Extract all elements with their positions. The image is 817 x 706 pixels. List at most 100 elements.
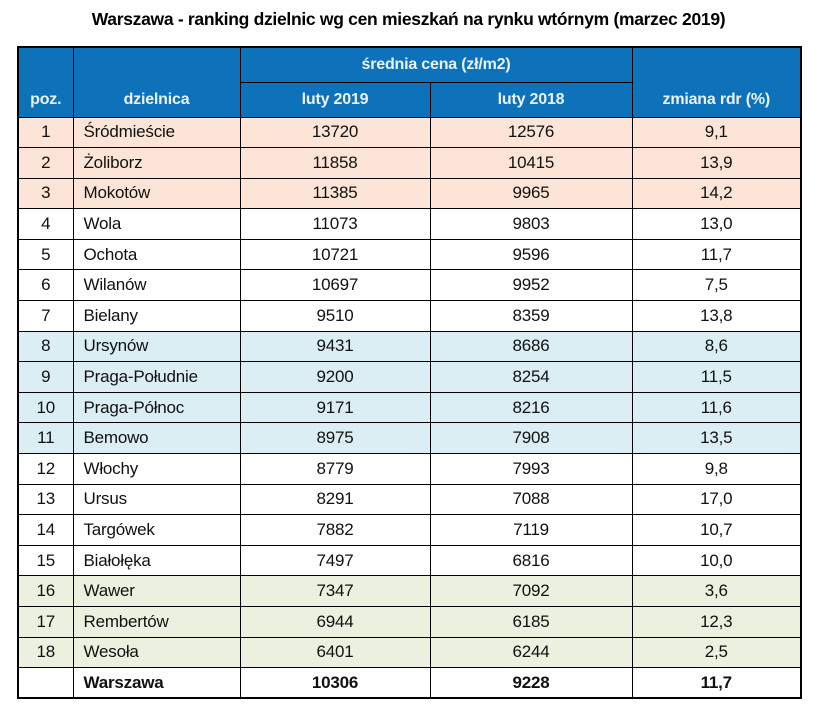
rank-cell: 16 [17,575,74,607]
change-cell: 7,5 [631,269,802,302]
district-cell: Praga-Północ [72,391,241,424]
table-row: 5 Ochota 10721 9596 11,7 [17,238,802,271]
header-price-group: średnia cena (zł/m2) [239,46,633,83]
price-2018-cell: 7908 [429,422,633,455]
rank-cell: 13 [17,483,74,516]
header-change: zmiana rdr (%) [631,46,802,118]
rank-cell: 2 [17,147,74,179]
price-2019-cell: 11385 [239,177,431,210]
change-cell: 17,0 [631,483,802,516]
price-2019-cell: 8291 [239,483,431,516]
change-cell: 2,5 [631,636,802,669]
price-2019-cell: 8779 [239,453,431,485]
ranking-table: poz. dzielnica średnia cena (zł/m2) zmia… [17,46,803,700]
table-row: 7 Bielany 9510 8359 13,8 [17,300,802,332]
price-2019-cell: 6401 [239,636,431,669]
price-2018-cell: 7993 [429,453,633,485]
district-cell: Bemowo [72,422,241,455]
table-body: 1 Śródmieście 13720 12576 9,1 2 Żoliborz 11858 1… [17,116,802,699]
price-2018-cell: 7092 [429,575,633,607]
price-2018-cell: 8359 [429,300,633,332]
rank-cell: 1 [17,116,74,149]
price-2018-cell: 12576 [429,116,633,149]
rank-cell: 9 [17,361,74,393]
header-feb-2018: luty 2018 [429,81,633,118]
table-row: 11 Bemowo 8975 7908 13,5 [17,422,802,455]
price-2019-cell: 7882 [239,514,431,546]
price-2019-cell: 6944 [239,606,431,638]
change-cell: 13,9 [631,147,802,179]
district-cell: Ochota [72,238,241,271]
price-2018-cell: 6816 [429,544,633,577]
district-cell: Śródmieście [72,116,241,149]
rank-cell: 15 [17,544,74,577]
rank-cell: 10 [17,391,74,424]
table-row: 16 Wawer 7347 7092 3,6 [17,575,802,607]
price-2018-cell: 9803 [429,208,633,240]
change-cell: 10,7 [631,514,802,546]
change-cell: 12,3 [631,606,802,638]
page-title: Warszawa - ranking dzielnic wg cen miesz… [91,9,726,29]
rank-cell: 4 [17,208,74,240]
change-cell: 9,1 [631,116,802,149]
district-cell: Ursus [72,483,241,516]
rank-cell: 18 [17,636,74,669]
table-row: 18 Wesoła 6401 6244 2,5 [17,636,802,669]
table-row: 15 Białołęka 7497 6816 10,0 [17,544,802,577]
district-cell: Wola [72,208,241,240]
rank-cell: 12 [17,453,74,485]
price-2018-cell: 6185 [429,606,633,638]
district-cell: Rembertów [72,606,241,638]
district-cell: Targówek [72,514,241,546]
table-row: 10 Praga-Północ 9171 8216 11,6 [17,391,802,424]
table-row: 17 Rembertów 6944 6185 12,3 [17,606,802,638]
change-cell: 3,6 [631,575,802,607]
price-2019-cell: 7497 [239,544,431,577]
price-2018-cell: 9596 [429,238,633,271]
price-2019-cell: 7347 [239,575,431,607]
table-row: 8 Ursynów 9431 8686 8,6 [17,330,802,363]
price-2019-cell: 10306 [239,667,431,699]
price-2019-cell: 11073 [239,208,431,240]
header-dzielnica: dzielnica [72,46,241,118]
change-cell: 11,5 [631,361,802,393]
change-cell: 14,2 [631,177,802,210]
rank-cell: 11 [17,422,74,455]
district-cell: Włochy [72,453,241,485]
price-2018-cell: 6244 [429,636,633,669]
price-2018-cell: 8686 [429,330,633,363]
change-cell: 13,0 [631,208,802,240]
district-cell: Wesoła [72,636,241,669]
district-cell: Ursynów [72,330,241,363]
price-2019-cell: 11858 [239,147,431,179]
rank-cell [17,667,74,699]
change-cell: 10,0 [631,544,802,577]
price-2019-cell: 9171 [239,391,431,424]
price-2019-cell: 13720 [239,116,431,149]
price-2018-cell: 9965 [429,177,633,210]
price-2019-cell: 9510 [239,300,431,332]
price-2019-cell: 10721 [239,238,431,271]
rank-cell: 14 [17,514,74,546]
rank-cell: 5 [17,238,74,271]
price-2019-cell: 9200 [239,361,431,393]
price-2019-cell: 9431 [239,330,431,363]
district-cell: Wilanów [72,269,241,302]
price-2018-cell: 10415 [429,147,633,179]
change-cell: 13,8 [631,300,802,332]
table-row: 2 Żoliborz 11858 10415 13,9 [17,147,802,179]
price-2018-cell: 8216 [429,391,633,424]
table-row: 6 Wilanów 10697 9952 7,5 [17,269,802,302]
change-cell: 11,7 [631,238,802,271]
header-feb-2019: luty 2019 [239,81,431,118]
district-cell: Wawer [72,575,241,607]
rank-cell: 7 [17,300,74,332]
change-cell: 8,6 [631,330,802,363]
district-cell: Białołęka [72,544,241,577]
summary-row: Warszawa 10306 9228 11,7 [17,667,802,699]
table-row: 13 Ursus 8291 7088 17,0 [17,483,802,516]
rank-cell: 6 [17,269,74,302]
price-2019-cell: 8975 [239,422,431,455]
price-2018-cell: 9228 [429,667,633,699]
table-row: 1 Śródmieście 13720 12576 9,1 [17,116,802,149]
